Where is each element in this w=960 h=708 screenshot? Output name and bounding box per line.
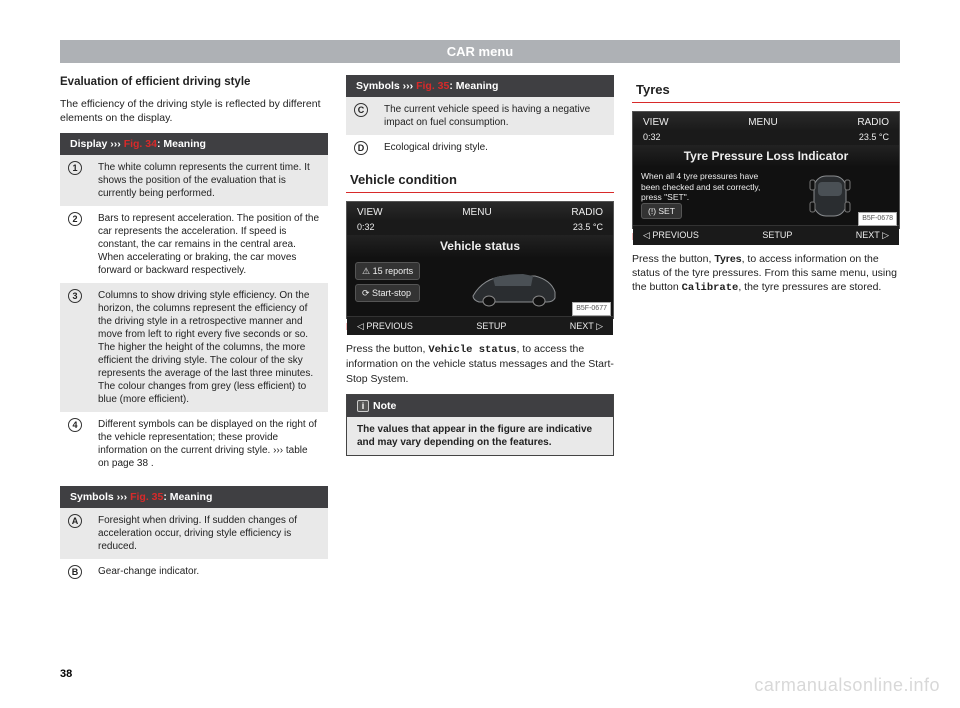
fig-bottomrow: ◁ PREVIOUS SETUP NEXT ▷ bbox=[347, 316, 613, 335]
symbols-table-head-1: Symbols ››› Fig. 35: Meaning bbox=[60, 486, 328, 508]
table-row: A Foresight when driving. If sudden chan… bbox=[60, 508, 328, 559]
next-button: NEXT ▷ bbox=[570, 320, 603, 332]
figure-tag: B5F-0677 bbox=[572, 302, 611, 315]
table-row: B Gear-change indicator. bbox=[60, 559, 328, 585]
num-icon: 2 bbox=[68, 212, 82, 226]
subheading-evaluation: Evaluation of efficient driving style bbox=[60, 75, 328, 91]
symbols-table-1: A Foresight when driving. If sudden chan… bbox=[60, 508, 328, 585]
fig-timebar: 0:32 23.5 °C bbox=[347, 221, 613, 235]
symbols-table-head-2: Symbols ››› Fig. 35: Meaning bbox=[346, 75, 614, 97]
setup-button: SETUP bbox=[762, 229, 792, 241]
fig-toprow: VIEW MENU RADIO bbox=[633, 112, 899, 132]
fig-timebar: 0:32 23.5 °C bbox=[633, 131, 899, 145]
section-tyres: Tyres bbox=[632, 81, 900, 103]
watermark: carmanualsonline.info bbox=[754, 675, 940, 696]
table-row: 4 Different symbols can be displayed on … bbox=[60, 412, 328, 476]
fig-toprow: VIEW MENU RADIO bbox=[347, 202, 613, 222]
next-button: NEXT ▷ bbox=[856, 229, 889, 241]
reports-button: ⚠ 15 reports bbox=[355, 262, 420, 280]
letter-icon: B bbox=[68, 565, 82, 579]
row-text: Ecological driving style. bbox=[376, 135, 614, 161]
num-icon: 1 bbox=[68, 161, 82, 175]
chapter-header: CAR menu bbox=[60, 40, 900, 63]
note-box: iNote The values that appear in the figu… bbox=[346, 394, 614, 456]
symbols-table-2: C The current vehicle speed is having a … bbox=[346, 97, 614, 161]
table-row: C The current vehicle speed is having a … bbox=[346, 97, 614, 135]
note-head: iNote bbox=[347, 395, 613, 417]
fig-title: Vehicle status bbox=[347, 235, 613, 257]
row-text: Columns to show driving style efficiency… bbox=[90, 283, 328, 412]
fig-sidebuttons: ⚠ 15 reports ⟳ Start-stop bbox=[355, 262, 420, 312]
manual-page: CAR menu Evaluation of efficient driving… bbox=[0, 0, 960, 708]
clock-label: 0:32 bbox=[643, 131, 661, 143]
temp-label: 23.5 °C bbox=[859, 131, 889, 143]
fig-bottomrow: ◁ PREVIOUS SETUP NEXT ▷ bbox=[633, 225, 899, 244]
temp-label: 23.5 °C bbox=[573, 221, 603, 233]
tab-radio: RADIO bbox=[857, 116, 889, 130]
prev-button: ◁ PREVIOUS bbox=[643, 229, 699, 241]
column-3: Tyres VIEW MENU RADIO 0:32 23.5 °C Tyre … bbox=[632, 75, 900, 595]
fig-37-screen: VIEW MENU RADIO 0:32 23.5 °C Tyre Pressu… bbox=[632, 111, 900, 229]
table-row: D Ecological driving style. bbox=[346, 135, 614, 161]
letter-icon: D bbox=[354, 141, 368, 155]
column-1: Evaluation of efficient driving style Th… bbox=[60, 75, 328, 595]
table-row: 2 Bars to represent acceleration. The po… bbox=[60, 206, 328, 283]
num-icon: 4 bbox=[68, 418, 82, 432]
tab-view: VIEW bbox=[357, 206, 383, 220]
row-text: Different symbols can be displayed on th… bbox=[90, 412, 328, 476]
row-text: Gear-change indicator. bbox=[90, 559, 328, 585]
tyre-msg: When all 4 tyre pressures have been chec… bbox=[641, 171, 764, 202]
figure-tag: B5F-0678 bbox=[858, 212, 897, 225]
startstop-button: ⟳ Start-stop bbox=[355, 284, 420, 302]
tab-menu: MENU bbox=[462, 206, 491, 220]
tyres-paragraph: Press the button, Tyres, to access infor… bbox=[632, 252, 900, 296]
set-button: (!) SET bbox=[641, 203, 682, 219]
row-text: The current vehicle speed is having a ne… bbox=[376, 97, 614, 135]
row-text: Bars to represent acceleration. The posi… bbox=[90, 206, 328, 283]
row-text: Foresight when driving. If sudden change… bbox=[90, 508, 328, 559]
table-row: 1 The white column represents the curren… bbox=[60, 155, 328, 206]
tab-menu: MENU bbox=[748, 116, 777, 130]
table-row: 3 Columns to show driving style efficien… bbox=[60, 283, 328, 412]
page-number: 38 bbox=[60, 668, 72, 680]
tyre-msg-area: When all 4 tyre pressures have been chec… bbox=[641, 171, 768, 221]
content-columns: Evaluation of efficient driving style Th… bbox=[60, 75, 900, 595]
letter-icon: A bbox=[68, 514, 82, 528]
num-icon: 3 bbox=[68, 289, 82, 303]
clock-label: 0:32 bbox=[357, 221, 375, 233]
row-text: The white column represents the current … bbox=[90, 155, 328, 206]
intro-paragraph: The efficiency of the driving style is r… bbox=[60, 97, 328, 125]
note-body: The values that appear in the figure are… bbox=[347, 417, 613, 455]
prev-button: ◁ PREVIOUS bbox=[357, 320, 413, 332]
vehicle-status-paragraph: Press the button, Vehicle status, to acc… bbox=[346, 342, 614, 386]
fig-title: Tyre Pressure Loss Indicator bbox=[633, 145, 899, 167]
section-vehicle-condition: Vehicle condition bbox=[346, 171, 614, 193]
info-icon: i bbox=[357, 400, 369, 412]
setup-button: SETUP bbox=[476, 320, 506, 332]
tab-radio: RADIO bbox=[571, 206, 603, 220]
letter-icon: C bbox=[354, 103, 368, 117]
display-table-head: Display ››› Fig. 34: Meaning bbox=[60, 133, 328, 155]
column-2: Symbols ››› Fig. 35: Meaning C The curre… bbox=[346, 75, 614, 595]
display-table: 1 The white column represents the curren… bbox=[60, 155, 328, 476]
tab-view: VIEW bbox=[643, 116, 669, 130]
fig-36-screen: VIEW MENU RADIO 0:32 23.5 °C Vehicle sta… bbox=[346, 201, 614, 319]
